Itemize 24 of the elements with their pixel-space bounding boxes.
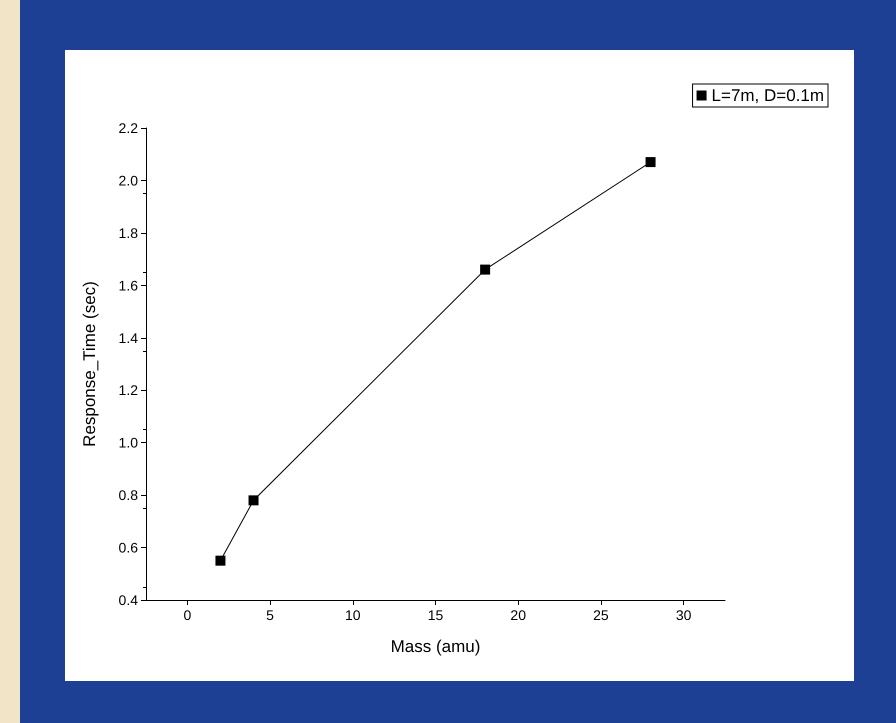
y-axis-title: Response_Time (sec): [80, 281, 99, 447]
y-tick-label: 1.2: [118, 382, 138, 398]
x-tick-label: 5: [266, 607, 274, 623]
x-tick-label: 15: [428, 607, 444, 623]
y-tick-label: 1.0: [118, 434, 138, 451]
y-tick-label: 1.6: [118, 277, 138, 294]
point: [646, 157, 656, 168]
y-tick-label: 2.0: [118, 172, 138, 188]
x-tick-label: 0: [183, 607, 192, 623]
x-axis-title: Mass (amu): [390, 637, 480, 656]
x-tick-label: 25: [593, 607, 609, 623]
x-tick-label: 20: [510, 607, 526, 623]
y-tick-label: 1.8: [118, 224, 138, 241]
y-tick-label: 0.4: [118, 592, 138, 608]
y-tick-label: 2.2: [118, 120, 138, 136]
y-tick-label: 0.8: [118, 487, 138, 504]
point: [215, 556, 226, 566]
y-tick-label: 1.4: [118, 330, 138, 346]
point: [248, 495, 259, 506]
point: [480, 264, 490, 275]
y-tick-label: 0.6: [118, 540, 138, 556]
x-tick-label: 30: [676, 607, 692, 623]
legend-label: L=7m, D=0.1m: [712, 86, 824, 105]
x-tick-label: 10: [344, 607, 361, 623]
